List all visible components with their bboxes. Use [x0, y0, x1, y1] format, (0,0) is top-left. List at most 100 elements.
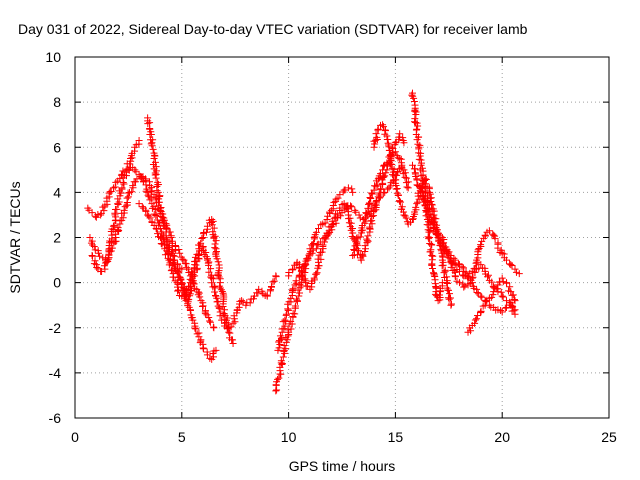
data-point-sample: [146, 130, 154, 138]
data-point-sample: [228, 336, 236, 344]
data-point-sample: [103, 258, 111, 266]
data-point-sample: [440, 239, 448, 247]
data-point-sample: [508, 291, 516, 299]
data-point-sample: [128, 188, 136, 196]
data-point-sample: [163, 237, 171, 245]
data-point-sample: [269, 278, 277, 286]
data-point: [315, 224, 323, 232]
data-point-sample: [165, 261, 173, 269]
data-point-sample: [100, 207, 108, 215]
data-point-sample: [152, 174, 160, 182]
data-point-sample: [428, 261, 436, 269]
data-point: [426, 234, 434, 241]
y-tick-label: 10: [45, 49, 61, 65]
data-point-sample: [427, 248, 435, 256]
data-point-sample: [447, 300, 455, 308]
data-point-sample: [429, 214, 437, 222]
data-point-sample: [278, 325, 286, 333]
data-point-sample: [207, 265, 215, 273]
data-point-sample: [343, 203, 351, 211]
data-point-sample: [370, 137, 378, 145]
data-point-sample: [326, 228, 334, 236]
data-point: [312, 245, 320, 253]
data-point-sample: [231, 318, 239, 326]
data-point-sample: [291, 310, 299, 318]
data-point-sample: [510, 296, 518, 304]
data-point-sample: [198, 234, 206, 242]
data-point-sample: [177, 276, 185, 284]
series-sat-c: [88, 136, 143, 276]
data-point-sample: [425, 206, 433, 214]
data-point: [408, 215, 416, 223]
data-point-sample: [347, 219, 355, 227]
data-point-sample: [396, 133, 404, 141]
data-point: [473, 315, 481, 323]
data-point-sample: [160, 216, 168, 224]
data-point-sample: [96, 252, 104, 260]
data-point: [447, 301, 455, 309]
data-point: [400, 139, 408, 147]
data-point-sample: [510, 307, 518, 315]
data-point-sample: [316, 249, 324, 257]
data-point: [255, 285, 263, 293]
data-point-sample: [89, 241, 97, 249]
data-point-sample: [295, 292, 303, 300]
data-point-sample: [373, 197, 381, 205]
data-point-sample: [367, 194, 375, 202]
data-point-sample: [111, 183, 119, 191]
data-point-sample: [350, 245, 358, 253]
data-point-sample: [389, 171, 397, 179]
data-point-sample: [317, 255, 325, 263]
data-point-sample: [187, 283, 195, 291]
series-sat-f: [169, 243, 237, 348]
data-point: [282, 310, 290, 318]
data-point: [94, 249, 102, 257]
data-point: [129, 182, 137, 190]
data-point-sample: [374, 126, 382, 134]
data-point-sample: [180, 287, 188, 295]
data-point-sample: [403, 183, 411, 191]
data-point-sample: [313, 269, 321, 277]
data-point-sample: [422, 176, 430, 184]
data-point: [293, 297, 301, 305]
data-point-sample: [157, 240, 165, 248]
data-point-sample: [193, 330, 201, 338]
x-axis-title: GPS time / hours: [289, 458, 396, 474]
data-point-sample: [394, 154, 402, 162]
data-point: [291, 281, 299, 289]
data-point: [120, 206, 128, 214]
data-point-sample: [267, 282, 275, 290]
data-point-sample: [377, 170, 385, 178]
data-point: [210, 324, 218, 332]
data-point-sample: [415, 182, 423, 190]
data-point-sample: [163, 247, 171, 255]
data-point-sample: [170, 260, 178, 268]
data-point-sample: [89, 252, 97, 260]
y-tick-label: -4: [49, 365, 62, 381]
data-point: [485, 227, 493, 235]
data-point-sample: [458, 263, 466, 271]
data-point-sample: [371, 182, 379, 190]
data-point-sample: [154, 181, 162, 189]
x-tick-label: 15: [388, 429, 404, 445]
data-point-sample: [429, 264, 437, 272]
data-point-sample: [224, 325, 232, 333]
data-point: [498, 274, 506, 282]
data-point-sample: [91, 246, 99, 254]
data-point-sample: [404, 178, 412, 186]
data-point: [86, 234, 94, 241]
data-point-sample: [445, 295, 453, 303]
data-point-sample: [289, 285, 297, 293]
data-point-sample: [292, 277, 300, 285]
data-point-sample: [277, 357, 285, 365]
data-point-sample: [394, 192, 402, 200]
data-point: [184, 265, 192, 273]
data-point-sample: [363, 235, 371, 243]
data-point-sample: [175, 245, 183, 253]
data-point-sample: [217, 286, 225, 294]
data-point-sample: [284, 306, 292, 314]
data-point-sample: [368, 190, 376, 198]
data-point-sample: [484, 271, 492, 279]
data-point-sample: [276, 332, 284, 340]
data-point-sample: [145, 212, 153, 220]
